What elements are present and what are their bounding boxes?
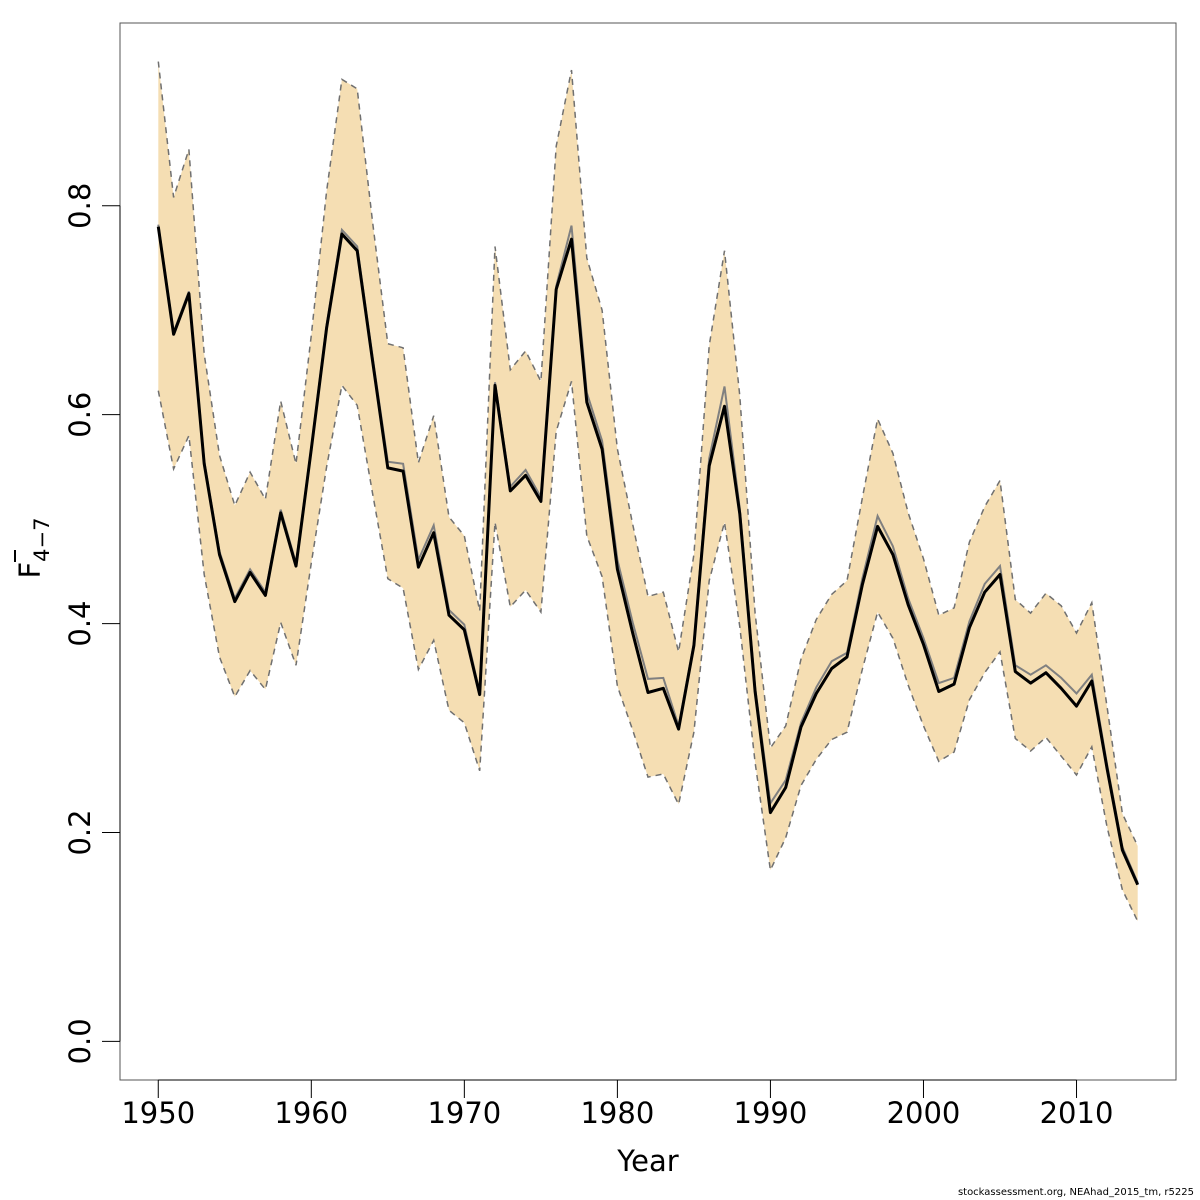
x-axis-title: Year	[616, 1144, 678, 1178]
x-tick-label: 1980	[580, 1096, 654, 1130]
y-tick-label: 0.2	[63, 809, 97, 855]
x-tick-label: 1990	[734, 1096, 808, 1130]
x-tick-label: 1970	[427, 1096, 501, 1130]
y-tick-label: 0.6	[63, 392, 97, 438]
footer-caption: stockassessment.org, NEAhad_2015_tm, r52…	[957, 1187, 1194, 1198]
y-tick-label: 0.4	[63, 601, 97, 647]
y-axis-title-sub: 4−7	[30, 517, 54, 561]
x-tick-label: 2010	[1040, 1096, 1114, 1130]
svg-text:F4−7: F4−7	[13, 517, 54, 578]
x-tick-label: 2000	[887, 1096, 961, 1130]
y-tick-label: 0.0	[63, 1018, 97, 1064]
y-axis-title-main: F	[13, 562, 47, 579]
plot-area	[156, 61, 1140, 922]
upper-bound-line	[157, 61, 1139, 847]
confidence-band	[158, 61, 1138, 922]
x-tick-label: 1960	[274, 1096, 348, 1130]
y-axis: 0.0 0.2 0.4 0.6 0.8	[63, 183, 121, 1064]
y-axis-title: F4−7	[13, 517, 54, 578]
x-axis: 1950 1960 1970 1980 1990 2000 2010	[121, 1079, 1114, 1130]
lower-bound-line	[157, 381, 1139, 922]
x-tick-label: 1950	[121, 1096, 195, 1130]
estimate-line	[156, 226, 1140, 886]
y-tick-label: 0.8	[63, 183, 97, 229]
